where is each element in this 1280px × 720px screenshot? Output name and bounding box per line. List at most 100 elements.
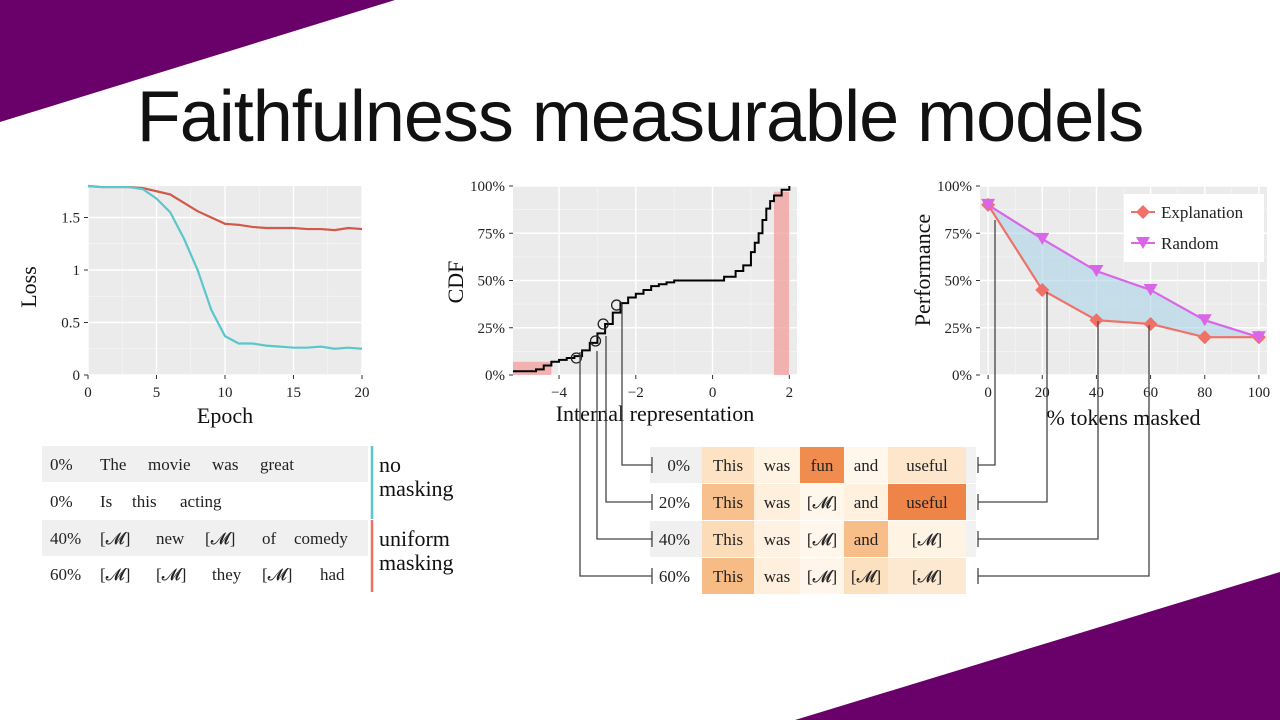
chart-2-xtick-label: 20: [1035, 385, 1050, 401]
masking-table-row: [42, 556, 368, 592]
explanation-token: was: [764, 567, 790, 586]
bottom-right-accent-triangle: [795, 572, 1280, 720]
slide-title: Faithfulness measurable models: [136, 77, 1145, 157]
chart-2-series-1-point: [1089, 265, 1104, 278]
connector-performance-to-row: [978, 321, 1099, 540]
explanation-token-cell: [888, 558, 966, 594]
chart-0-series-1-line: [87, 184, 363, 350]
explanation-token-cell: [702, 447, 754, 483]
masking-row-token: movie: [148, 455, 191, 474]
chart-2-ytick-label: 25%: [945, 321, 973, 337]
explanation-token-cell: [800, 447, 844, 483]
explanation-token: useful: [906, 493, 948, 512]
explanation-token: [𝓜]: [912, 567, 942, 586]
connector-performance-to-row: [978, 292, 1048, 503]
explanation-token-cell: [754, 484, 800, 520]
explanation-token: [𝓜]: [912, 530, 942, 549]
explanation-token: was: [764, 530, 790, 549]
top-left-accent-triangle: [0, 0, 395, 122]
chart-2-gap-fill: [988, 204, 1259, 338]
masking-row-token: [𝓜]: [205, 529, 235, 548]
connector-cdf-to-row: [605, 336, 652, 503]
chart-0-xtick-label: 0: [84, 385, 92, 401]
explanation-token: and: [854, 493, 879, 512]
explanation-row-percent: 40%: [659, 530, 690, 549]
explanation-token-cell: [888, 484, 966, 520]
explanation-token: [𝓜]: [807, 567, 837, 586]
chart-1-highlight-band: [513, 361, 552, 375]
masking-row-token: Is: [100, 492, 112, 511]
explanation-row-label-cell: [650, 521, 702, 557]
explanation-row-percent: 0%: [667, 456, 690, 475]
connector-performance-to-row: [978, 220, 996, 466]
explanation-token: [𝓜]: [851, 567, 881, 586]
chart-0-x-axis-title: Epoch: [197, 403, 253, 428]
explanation-token-cell: [966, 521, 976, 557]
chart-0-ytick-label: 0: [73, 368, 81, 384]
masking-table-row: [42, 446, 368, 482]
explanation-token-cell: [966, 484, 976, 520]
chart-2-series-1-point: [1197, 314, 1212, 327]
explanation-token-cell: [844, 484, 888, 520]
chart-2-legend-label: Random: [1161, 234, 1219, 253]
chart-1-xtick-label: −4: [551, 385, 567, 401]
explanation-token: and: [854, 530, 879, 549]
chart-2-ytick-label: 50%: [945, 274, 973, 290]
masking-row-token: was: [212, 455, 238, 474]
explanation-token-cell: [702, 521, 754, 557]
chart-2-legend-label: Explanation: [1161, 203, 1244, 222]
explanation-token-cell: [844, 521, 888, 557]
explanation-row-percent: 60%: [659, 567, 690, 586]
masking-row-token: [𝓜]: [156, 565, 186, 584]
explanation-token: This: [713, 493, 743, 512]
explanation-token-cell: [800, 521, 844, 557]
connector-cdf-to-row: [579, 352, 652, 577]
masking-row-token: they: [212, 565, 242, 584]
chart-2-ytick-label: 75%: [945, 226, 973, 242]
chart-2-series-1-point: [1035, 232, 1050, 245]
chart-2-xtick-label: 80: [1197, 385, 1212, 401]
chart-2-xtick-label: 40: [1089, 385, 1104, 401]
explanation-token-cell: [800, 484, 844, 520]
explanation-row-percent: 20%: [659, 493, 690, 512]
chart-2-ytick-label: 100%: [937, 179, 972, 195]
masking-row-token: comedy: [294, 529, 348, 548]
connector-cdf-to-row: [621, 304, 652, 466]
explanation-token: This: [713, 530, 743, 549]
chart-1-xtick-label: 2: [786, 385, 794, 401]
explanation-token: This: [713, 456, 743, 475]
chart-1-ytick-label: 75%: [478, 226, 506, 242]
explanation-token: fun: [811, 456, 834, 475]
chart-1-xtick-label: −2: [628, 385, 644, 401]
connector-performance-to-row: [978, 325, 1150, 577]
explanation-token: This: [713, 567, 743, 586]
chart-1-ytick-label: 50%: [478, 274, 506, 290]
masking-row-token: this: [132, 492, 157, 511]
masking-row-token: [𝓜]: [100, 529, 130, 548]
explanation-token-cell: [844, 447, 888, 483]
explanation-token-cell: [844, 558, 888, 594]
masking-row-token: great: [260, 455, 294, 474]
chart-2-series-0-point: [1143, 316, 1158, 331]
explanation-token: was: [764, 493, 790, 512]
explanation-token-cell: [754, 521, 800, 557]
chart-2-series-1-point: [981, 198, 996, 211]
masking-table-row: [42, 483, 368, 519]
chart-1-ytick-label: 25%: [478, 321, 506, 337]
chart-1-xtick-label: 0: [709, 385, 717, 401]
chart-2-xtick-label: 0: [984, 385, 992, 401]
chart-1-ytick-label: 0%: [485, 368, 505, 384]
chart-2-series-0-point: [1089, 313, 1104, 328]
explanation-row-label-cell: [650, 558, 702, 594]
chart-2-y-axis-title: Performance: [910, 214, 935, 326]
explanation-token-cell: [888, 521, 966, 557]
masking-row-percent: 0%: [50, 492, 73, 511]
chart-2-xtick-label: 100: [1248, 385, 1271, 401]
chart-2-series-0-line: [987, 204, 1259, 339]
masking-row-token: [𝓜]: [262, 565, 292, 584]
masking-group-label: masking: [379, 476, 454, 501]
masking-row-percent: 40%: [50, 529, 81, 548]
explanation-token: was: [764, 456, 790, 475]
explanation-token: [𝓜]: [807, 530, 837, 549]
